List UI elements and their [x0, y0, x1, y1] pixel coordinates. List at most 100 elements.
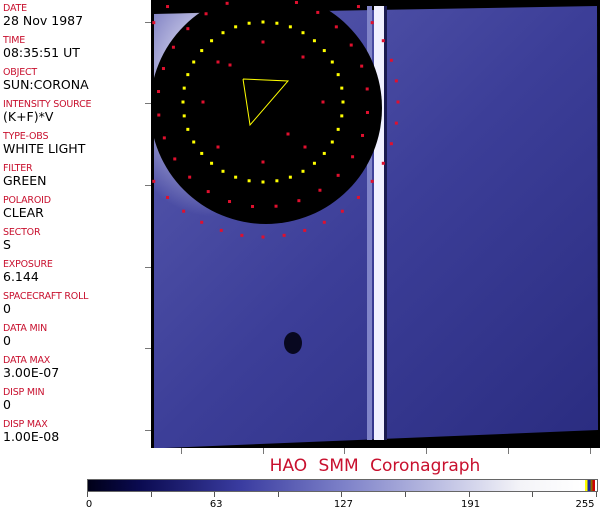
red-outer-marker — [152, 21, 156, 25]
red-outer-marker — [394, 121, 398, 125]
red-ring-marker — [318, 188, 322, 192]
red-ring-marker — [162, 136, 166, 140]
red-ring-marker — [171, 45, 175, 49]
field-value: 0 — [3, 397, 11, 412]
yellow-ring-marker — [330, 140, 334, 144]
red-outer-marker — [166, 195, 170, 199]
red-ring-marker — [349, 43, 353, 47]
field-time: TIME 08:35:51 UT — [3, 35, 80, 60]
red-inner-marker — [321, 100, 325, 104]
field-value: 6.144 — [3, 269, 39, 284]
colorbar-label: 127 — [333, 499, 353, 510]
red-outer-marker — [394, 79, 398, 83]
coronagraph-image — [152, 0, 600, 448]
yellow-ring-marker — [234, 175, 238, 179]
red-ring-marker — [334, 25, 338, 29]
field-value: GREEN — [3, 173, 47, 188]
colorbar-tick — [468, 492, 470, 497]
yellow-ring-marker — [288, 25, 292, 29]
field-value: S — [3, 237, 11, 252]
yellow-ring-marker — [322, 49, 326, 53]
field-label: DATA MIN — [3, 323, 47, 334]
field-label: INTENSITY SOURCE — [3, 99, 92, 110]
yellow-ring-marker — [247, 179, 251, 183]
field-polaroid: POLAROID CLEAR — [3, 195, 51, 220]
field-label: OBJECT — [3, 67, 38, 78]
field-label: DATE — [3, 3, 27, 14]
red-ring-marker — [297, 199, 301, 203]
red-outer-marker — [370, 21, 374, 25]
red-inner-marker — [286, 132, 290, 136]
yellow-ring-marker — [275, 179, 279, 183]
red-ring-marker — [157, 90, 161, 94]
field-exposure: EXPOSURE 6.144 — [3, 259, 53, 284]
field-label: SECTOR — [3, 227, 41, 238]
axis-tick — [145, 185, 151, 186]
dark-spot — [284, 332, 302, 354]
yellow-ring-marker — [340, 114, 344, 118]
axis-tick — [426, 448, 427, 454]
yellow-ring-marker — [340, 86, 344, 90]
red-ring-marker — [173, 157, 177, 161]
colorbar-label: 255 — [575, 499, 595, 510]
colorbar-tick — [277, 492, 279, 497]
field-value: 0 — [3, 333, 11, 348]
yellow-ring-marker — [210, 161, 214, 165]
yellow-ring-marker — [336, 127, 340, 131]
axis-tick — [145, 22, 151, 23]
colorbar-reserved-colors — [585, 480, 595, 491]
field-date: DATE 28 Nov 1987 — [3, 3, 83, 28]
colorbar-tick — [532, 492, 534, 497]
red-outer-marker — [152, 179, 156, 183]
axis-tick — [590, 448, 591, 454]
red-outer-marker — [282, 233, 286, 237]
field-value: (K+F)*V — [3, 109, 54, 124]
yellow-ring-marker — [247, 21, 251, 25]
red-inner-marker — [261, 40, 265, 44]
yellow-ring-marker — [330, 60, 334, 64]
pylon-bright — [374, 6, 384, 440]
red-ring-marker — [294, 0, 298, 4]
red-outer-marker — [240, 233, 244, 237]
colorbar-tick — [150, 492, 152, 497]
red-inner-marker — [228, 63, 232, 67]
colorbar-label: 191 — [461, 499, 481, 510]
red-ring-marker — [186, 27, 190, 31]
red-ring-marker — [206, 190, 210, 194]
red-ring-marker — [204, 12, 208, 16]
yellow-ring-marker — [186, 73, 190, 77]
axis-tick — [344, 448, 345, 454]
overlay-markers — [152, 0, 400, 239]
red-inner-marker — [216, 60, 220, 64]
colorbar-tick — [87, 492, 88, 497]
yellow-ring-marker — [182, 114, 186, 118]
field-value: 28 Nov 1987 — [3, 13, 84, 28]
colorbar-tick — [341, 492, 343, 497]
field-value: 08:35:51 UT — [3, 45, 80, 60]
red-ring-marker — [351, 155, 355, 159]
red-inner-marker — [201, 100, 205, 104]
plot-title: HAO SMM Coronagraph — [269, 456, 481, 476]
yellow-ring-marker — [221, 31, 225, 35]
sector-outline — [242, 78, 290, 127]
colorbar-label: 0 — [85, 499, 93, 510]
yellow-ring-marker — [200, 151, 204, 155]
yellow-ring-marker — [210, 39, 214, 43]
red-outer-marker — [356, 5, 360, 9]
field-value: WHITE LIGHT — [3, 141, 86, 156]
red-outer-marker — [381, 39, 385, 43]
header-info-panel: DATE 28 Nov 1987 TIME 08:35:51 UT OBJECT SUN:… — [0, 0, 152, 448]
red-inner-marker — [261, 160, 265, 164]
red-inner-marker — [303, 145, 307, 149]
field-label: EXPOSURE — [3, 259, 53, 270]
red-ring-marker — [274, 204, 278, 208]
field-value: CLEAR — [3, 205, 44, 220]
red-outer-marker — [182, 209, 186, 213]
colorbar-tick — [214, 492, 216, 497]
yellow-ring-marker — [336, 73, 340, 77]
yellow-ring-marker — [192, 60, 196, 64]
yellow-ring-marker — [200, 49, 204, 53]
red-ring-marker — [225, 1, 229, 5]
field-data-max: DATA MAX 3.00E-07 — [3, 355, 59, 380]
field-label: DISP MIN — [3, 387, 45, 398]
